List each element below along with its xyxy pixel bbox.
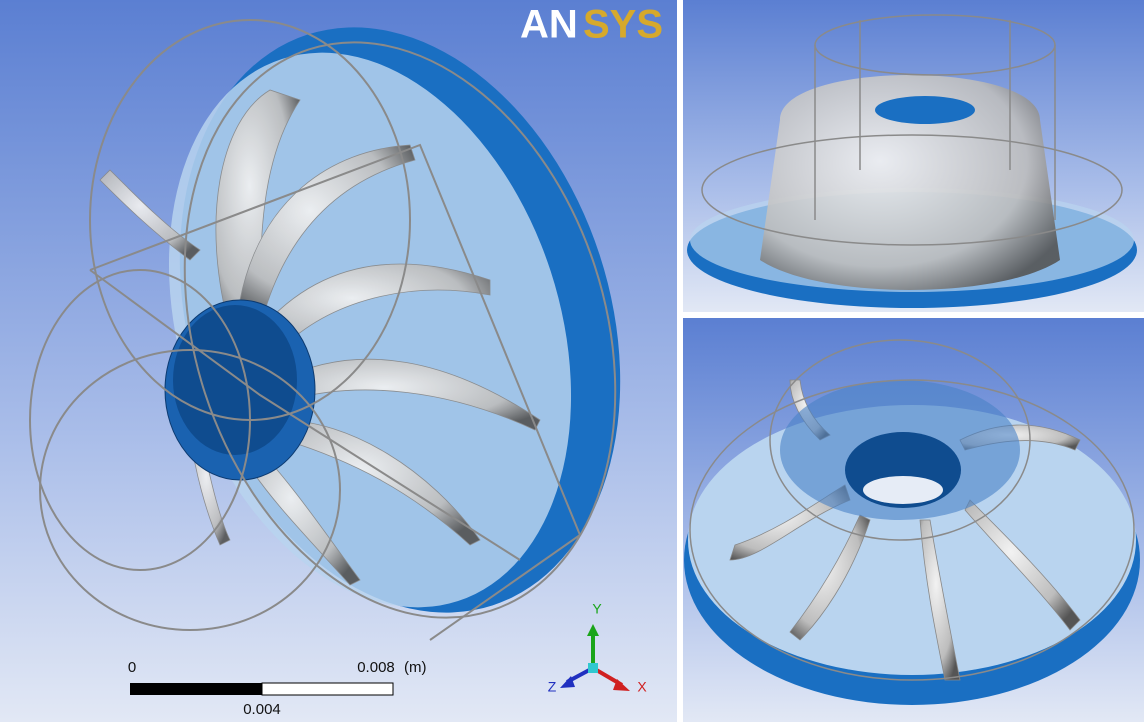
scale-white — [262, 683, 393, 695]
hub — [875, 96, 975, 124]
logo-sys: SYS — [583, 3, 663, 47]
top-right-view — [683, 0, 1144, 312]
axis-y-label: Y — [592, 601, 602, 617]
screenshot: AN SYS 0 0.008 (m) 0.004 Y Z X — [0, 0, 1144, 722]
axis-z-label: Z — [548, 679, 557, 695]
scale-unit: (m) — [404, 659, 427, 676]
divider — [677, 0, 683, 722]
divider — [683, 312, 1144, 318]
scale-mid: 0.004 — [243, 701, 281, 718]
logo-an: AN — [520, 3, 578, 47]
bottom-right-view — [683, 318, 1144, 722]
hub-opening — [863, 476, 943, 504]
scale-black — [130, 683, 262, 695]
scale-start: 0 — [128, 659, 136, 676]
hub-inner — [173, 305, 297, 455]
triad-origin — [588, 663, 598, 673]
main-view: AN SYS 0 0.008 (m) 0.004 Y Z X — [0, 0, 692, 722]
scale-end: 0.008 — [357, 659, 395, 676]
axis-x-label: X — [637, 679, 647, 695]
